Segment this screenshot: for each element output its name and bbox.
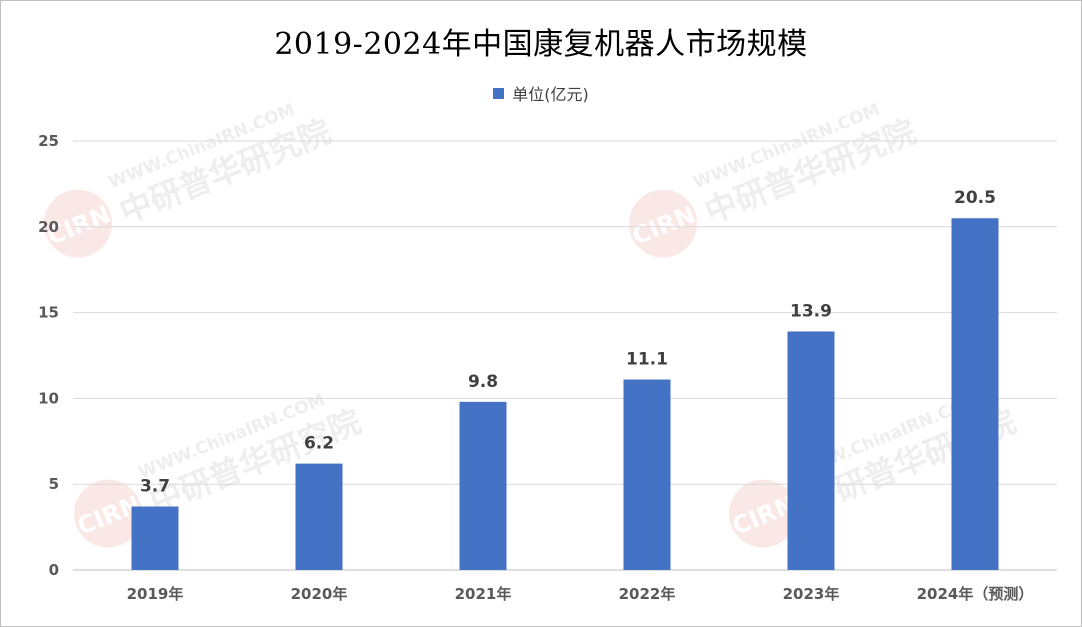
watermark-logo-icon bbox=[629, 189, 698, 258]
bar bbox=[787, 331, 835, 570]
legend-label: 单位(亿元) bbox=[512, 85, 589, 104]
y-tick-label: 5 bbox=[49, 475, 59, 493]
data-label: 9.8 bbox=[468, 372, 498, 392]
x-tick-label: 2020年 bbox=[291, 585, 348, 603]
data-label: 11.1 bbox=[626, 350, 668, 370]
bar bbox=[623, 379, 671, 570]
data-label: 6.2 bbox=[304, 434, 334, 454]
y-tick-label: 20 bbox=[38, 218, 59, 236]
x-tick-label: 2022年 bbox=[619, 585, 676, 603]
bar bbox=[459, 401, 507, 570]
data-label: 20.5 bbox=[954, 188, 996, 208]
y-tick-label: 10 bbox=[38, 389, 59, 407]
data-label: 3.7 bbox=[140, 477, 170, 497]
x-tick-label: 2023年 bbox=[783, 585, 840, 603]
y-tick-label: 0 bbox=[49, 561, 59, 579]
watermark-logo-icon bbox=[74, 479, 143, 548]
bar bbox=[951, 218, 999, 570]
watermark-logo-icon bbox=[729, 479, 798, 548]
watermark-logo-icon bbox=[44, 189, 113, 258]
y-tick-label: 25 bbox=[38, 132, 59, 150]
chart-legend: 单位(亿元) bbox=[1, 81, 1081, 105]
bar bbox=[131, 506, 179, 570]
data-label: 13.9 bbox=[790, 301, 832, 321]
x-tick-label: 2019年 bbox=[127, 585, 184, 603]
bar bbox=[295, 463, 343, 570]
x-tick-label: 2024年（预测） bbox=[917, 585, 1034, 603]
y-tick-label: 15 bbox=[38, 304, 59, 322]
x-tick-label: 2021年 bbox=[455, 585, 512, 603]
chart-title: 2019-2024年中国康复机器人市场规模 bbox=[274, 27, 808, 62]
legend-swatch bbox=[493, 87, 505, 99]
